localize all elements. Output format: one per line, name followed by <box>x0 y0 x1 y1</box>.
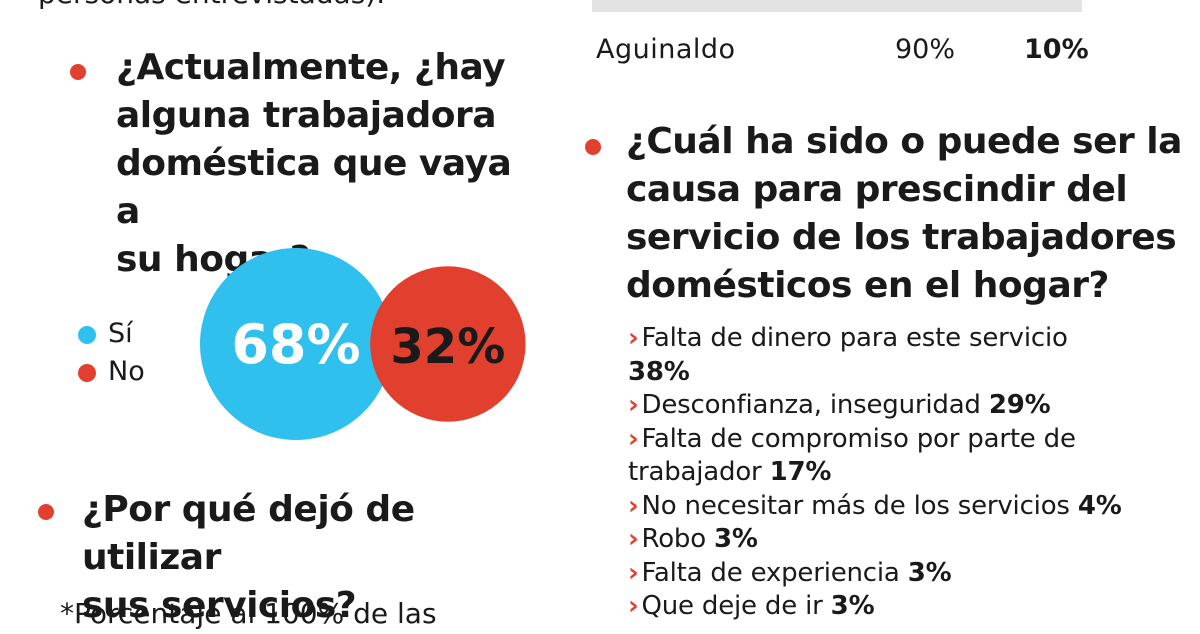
chevron-right-icon: › <box>628 490 639 521</box>
chevron-right-icon: › <box>628 557 639 588</box>
chevron-right-icon: › <box>628 524 639 554</box>
legend-label-si: Sí <box>108 318 133 349</box>
question-3-line-1: ¿Cuál ha sido o puede ser la <box>626 121 1182 162</box>
question-1-line-2: alguna trabajadora <box>116 95 497 136</box>
question-1-line-3: doméstica que vaya a <box>116 143 512 232</box>
bubble-label-no: 32% <box>390 319 505 375</box>
cause-percentage: 3% <box>714 524 758 554</box>
cause-item: › Que deje de ir 3% <box>628 590 1168 624</box>
cause-percentage: 17% <box>769 457 832 487</box>
table-row-value-2: 10% <box>1024 34 1089 65</box>
legend-label-no: No <box>108 356 145 387</box>
chevron-right-icon: › <box>628 423 639 454</box>
bubble-si <box>200 248 392 440</box>
cause-percentage: 4% <box>1077 490 1122 521</box>
bubble-label-si: 68% <box>231 313 360 376</box>
bubble-no <box>370 266 526 422</box>
bubble-chart: 68% 32% <box>200 248 526 440</box>
cause-text: Robo <box>641 524 707 554</box>
legend-swatch-si <box>78 326 96 344</box>
cause-text: Que deje de ir <box>641 591 823 621</box>
table-header-band <box>592 0 1082 12</box>
cause-text: Falta de experiencia <box>641 557 900 588</box>
cause-percentage: 29% <box>988 390 1051 420</box>
question-3-bullet <box>585 139 601 155</box>
cause-text: No necesitar más de los servicios <box>641 490 1070 521</box>
cause-item: › Falta de experiencia 3% <box>628 557 1168 591</box>
question-2-line-1: ¿Por qué dejó de utilizar <box>82 489 415 578</box>
cause-percentage: 3% <box>830 591 875 621</box>
cause-item: › Falta de dinero para este servicio 38% <box>628 322 1168 389</box>
cause-text: Desconfianza, inseguridad <box>641 390 981 420</box>
question-2-title: ¿Por qué dejó de utilizar sus servicios? <box>82 486 542 630</box>
cause-item: › Desconfianza, inseguridad 29% <box>628 389 1168 423</box>
table-row-value-1: 90% <box>895 34 956 65</box>
question-1-line-1: ¿Actualmente, ¿hay <box>116 47 506 88</box>
chevron-right-icon: › <box>628 591 639 621</box>
question-3-line-2: causa para prescindir del <box>626 169 1128 210</box>
question-3-line-3: servicio de los trabajadores <box>626 217 1177 258</box>
cause-percentage: 3% <box>907 557 952 588</box>
cause-text: Falta de dinero para este servicio <box>641 323 1068 353</box>
question-2-bullet <box>38 504 54 520</box>
cause-list: › Falta de dinero para este servicio 38% › D… <box>628 322 1168 624</box>
footnote: *Porcentaje al 100% de las <box>60 597 437 630</box>
table-row-label: Aguinaldo <box>596 34 736 65</box>
intro-fragment: personas entrevistadas). <box>38 0 385 10</box>
legend-swatch-no <box>78 364 96 382</box>
cause-text: Falta de compromiso por parte de trabaja… <box>628 423 1076 488</box>
question-3-title: ¿Cuál ha sido o puede ser la causa para … <box>626 118 1186 310</box>
chevron-right-icon: › <box>628 323 639 353</box>
cause-item: › Falta de compromiso por parte de trabaj… <box>628 423 1168 490</box>
cause-percentage: 38% <box>628 356 690 387</box>
chevron-right-icon: › <box>628 390 639 420</box>
question-1-title: ¿Actualmente, ¿hay alguna trabajadora do… <box>116 44 536 284</box>
question-1-bullet <box>70 64 86 80</box>
cause-item: › No necesitar más de los servicios 4% <box>628 490 1168 524</box>
question-2-line-2: sus servicios? <box>82 585 357 626</box>
question-3-line-4: domésticos en el hogar? <box>626 265 1109 306</box>
cause-item: › Robo 3% <box>628 523 1168 557</box>
